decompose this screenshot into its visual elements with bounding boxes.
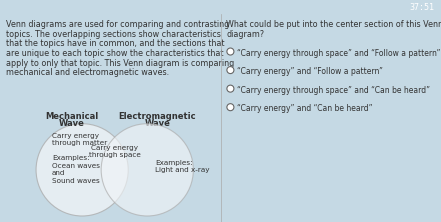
Text: What could be put into the center section of this Venn: What could be put into the center sectio…: [226, 20, 441, 30]
Circle shape: [227, 67, 234, 73]
Text: “Carry energy” and “Follow a pattern”: “Carry energy” and “Follow a pattern”: [237, 67, 383, 76]
Circle shape: [227, 48, 234, 55]
Text: that the topics have in common, and the sections that: that the topics have in common, and the …: [6, 40, 224, 48]
Text: apply to only that topic. This Venn diagram is comparing: apply to only that topic. This Venn diag…: [6, 59, 234, 67]
Text: diagram?: diagram?: [226, 30, 265, 39]
Text: Wave: Wave: [144, 119, 170, 128]
Text: are unique to each topic show the characteristics that: are unique to each topic show the charac…: [6, 49, 224, 58]
Text: Mechanical: Mechanical: [45, 112, 99, 121]
Text: “Carry energy” and “Can be heard”: “Carry energy” and “Can be heard”: [237, 104, 373, 113]
Circle shape: [101, 124, 193, 216]
Circle shape: [227, 104, 234, 111]
Text: mechanical and electromagnetic waves.: mechanical and electromagnetic waves.: [6, 68, 169, 77]
Text: Carry energy
through space: Carry energy through space: [89, 145, 141, 158]
Text: Electromagnetic: Electromagnetic: [119, 112, 196, 121]
Text: Venn diagrams are used for comparing and contrasting: Venn diagrams are used for comparing and…: [6, 20, 229, 30]
Text: Examples:
Light and x-ray: Examples: Light and x-ray: [155, 160, 210, 173]
Text: 37:51: 37:51: [409, 3, 434, 12]
Circle shape: [227, 85, 234, 92]
Text: topics. The overlapping sections show characteristics: topics. The overlapping sections show ch…: [6, 30, 221, 39]
Text: “Carry energy through space” and “Can be heard”: “Carry energy through space” and “Can be…: [237, 86, 430, 95]
Text: Wave: Wave: [59, 119, 85, 128]
Circle shape: [36, 124, 128, 216]
Text: Carry energy
through matter

Examples:
Ocean waves
and
Sound waves: Carry energy through matter Examples: Oc…: [52, 133, 107, 184]
Text: “Carry energy through space” and “Follow a pattern”: “Carry energy through space” and “Follow…: [237, 49, 441, 57]
